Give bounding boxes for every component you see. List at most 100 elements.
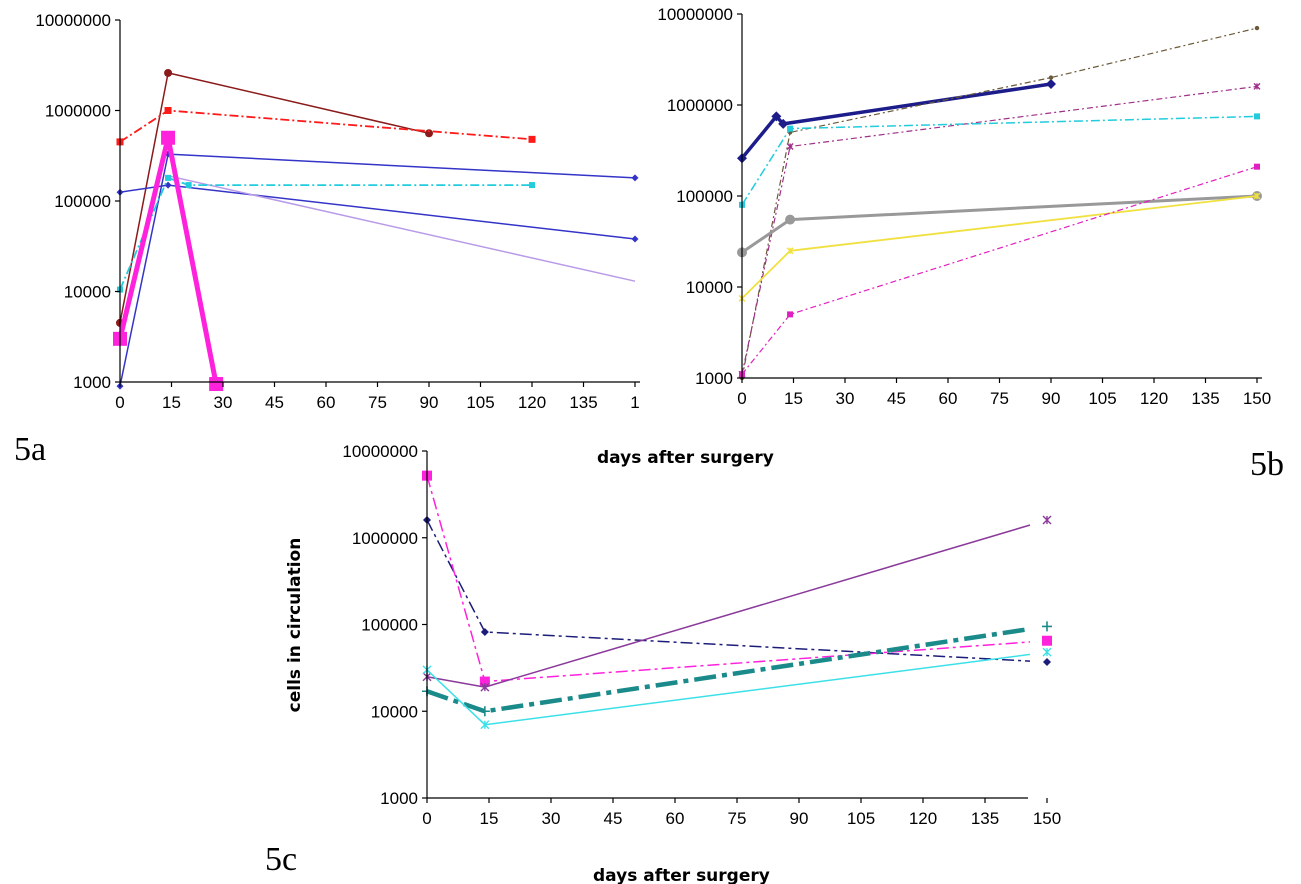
series-5 (167, 175, 636, 282)
panel-5b: 1000 10000 100000 1000000 10000000 0 15 30 45 60 7… (657, 5, 1284, 483)
y-tick-label: 100000 (54, 192, 111, 211)
y-tick-label: 10000 (371, 702, 418, 721)
x-tick-label: 15 (480, 809, 499, 828)
data-point (787, 125, 794, 132)
data-point (786, 247, 794, 255)
panel-label-5b: 5b (1250, 446, 1284, 483)
data-point (631, 235, 639, 243)
series-7 (113, 130, 224, 392)
x-tick-label: 30 (836, 389, 855, 408)
ylabel-5c: cells in circulation (285, 538, 305, 713)
series-4 (116, 181, 639, 243)
series-7 (739, 163, 1260, 378)
series-3 (738, 82, 1261, 378)
axes-5a: 1000 10000 100000 1000000 10000000 0 15 30 45 60 7… (35, 11, 640, 412)
data-point (787, 311, 794, 318)
data-point (1253, 192, 1261, 200)
panel-5a: 1000 10000 100000 1000000 10000000 0 15 30 45 60 7… (14, 11, 640, 468)
x-tick-label: 30 (542, 809, 561, 828)
data-point (161, 130, 176, 145)
axes-5b: 1000 10000 100000 1000000 10000000 0 15 30 45 60 7… (657, 5, 1271, 408)
x-tick-label: 75 (728, 809, 747, 828)
data-point (1042, 515, 1052, 525)
data-point (1253, 82, 1261, 90)
data-point (529, 182, 535, 189)
x-tick-label: 120 (518, 393, 546, 412)
x-tick-label: 0 (737, 389, 746, 408)
y-tick-label: 1000 (73, 373, 111, 392)
x-tick-label: 60 (666, 809, 685, 828)
y-tick-label: 1000 (380, 789, 418, 808)
series-line (741, 85, 1258, 375)
series-1 (737, 79, 1056, 164)
x-tick-label: 105 (1088, 389, 1116, 408)
data-point (425, 129, 433, 138)
x-tick-label: 1 (630, 393, 639, 412)
y-tick-label: 10000000 (657, 5, 733, 24)
y-tick-label: 1000000 (45, 102, 111, 121)
x-tick-label: 150 (1243, 389, 1271, 408)
x-tick-label: 0 (115, 393, 124, 412)
x-tick-label: 150 (1033, 809, 1061, 828)
data-point (165, 174, 172, 181)
data-point (1042, 621, 1052, 632)
data-point (1254, 113, 1260, 120)
data-point (185, 182, 192, 189)
data-point (1046, 79, 1056, 90)
x-tick-label: 105 (847, 809, 875, 828)
x-tick-label: 45 (887, 389, 906, 408)
series-line (117, 135, 219, 385)
plot-area-5b (737, 25, 1262, 381)
data-point (528, 135, 536, 143)
xlabel-5c: days after surgery (593, 866, 770, 884)
y-tick-label: 100000 (676, 187, 733, 206)
plot-area-5c (422, 470, 1052, 730)
data-point (778, 118, 789, 129)
series-line (426, 626, 1030, 714)
data-point (164, 68, 173, 77)
series-1 (423, 516, 1051, 666)
series-2 (422, 470, 1052, 687)
y-tick-label: 10000000 (342, 442, 418, 461)
x-tick-label: 90 (790, 809, 809, 828)
x-tick-label: 135 (1191, 389, 1219, 408)
data-point (1254, 25, 1260, 31)
series-line (740, 82, 1052, 160)
x-tick-label: 60 (317, 393, 336, 412)
series-line (119, 184, 636, 240)
data-point (1042, 635, 1052, 646)
data-point (164, 107, 172, 114)
series-line (741, 27, 1258, 379)
x-tick-label: 120 (909, 809, 937, 828)
y-tick-label: 10000000 (35, 11, 111, 30)
data-point (479, 676, 490, 687)
x-tick-label: 75 (368, 393, 387, 412)
x-tick-label: 30 (214, 393, 233, 412)
series-4 (739, 113, 1260, 208)
series-line (119, 109, 533, 143)
y-tick-label: 1000000 (667, 96, 733, 115)
data-point (1254, 163, 1260, 170)
x-tick-label: 135 (569, 393, 597, 412)
data-point (1043, 657, 1051, 666)
series-line (426, 524, 1030, 688)
axes-5c: 1000 10000 100000 1000000 10000000 0 15 30 45 60 7… (342, 442, 1061, 828)
shared-xlabel: days after surgery (597, 448, 774, 468)
x-tick-label: 75 (990, 389, 1009, 408)
series-line (741, 166, 1258, 375)
y-tick-label: 10000 (686, 278, 733, 297)
x-tick-label: 45 (265, 393, 284, 412)
x-tick-label: 135 (971, 809, 999, 828)
x-tick-label: 15 (784, 389, 803, 408)
data-point (785, 214, 796, 225)
x-tick-label: 15 (162, 393, 181, 412)
data-point (786, 142, 794, 150)
panel-5c: 1000 10000 100000 1000000 10000000 0 15 30 45 60 7… (265, 442, 1061, 884)
series-line (167, 175, 636, 282)
data-point (1048, 75, 1054, 80)
y-tick-label: 1000000 (352, 529, 418, 548)
x-tick-label: 120 (1140, 389, 1168, 408)
series-line (426, 475, 1030, 683)
data-point (480, 682, 490, 692)
series-2 (739, 25, 1260, 381)
